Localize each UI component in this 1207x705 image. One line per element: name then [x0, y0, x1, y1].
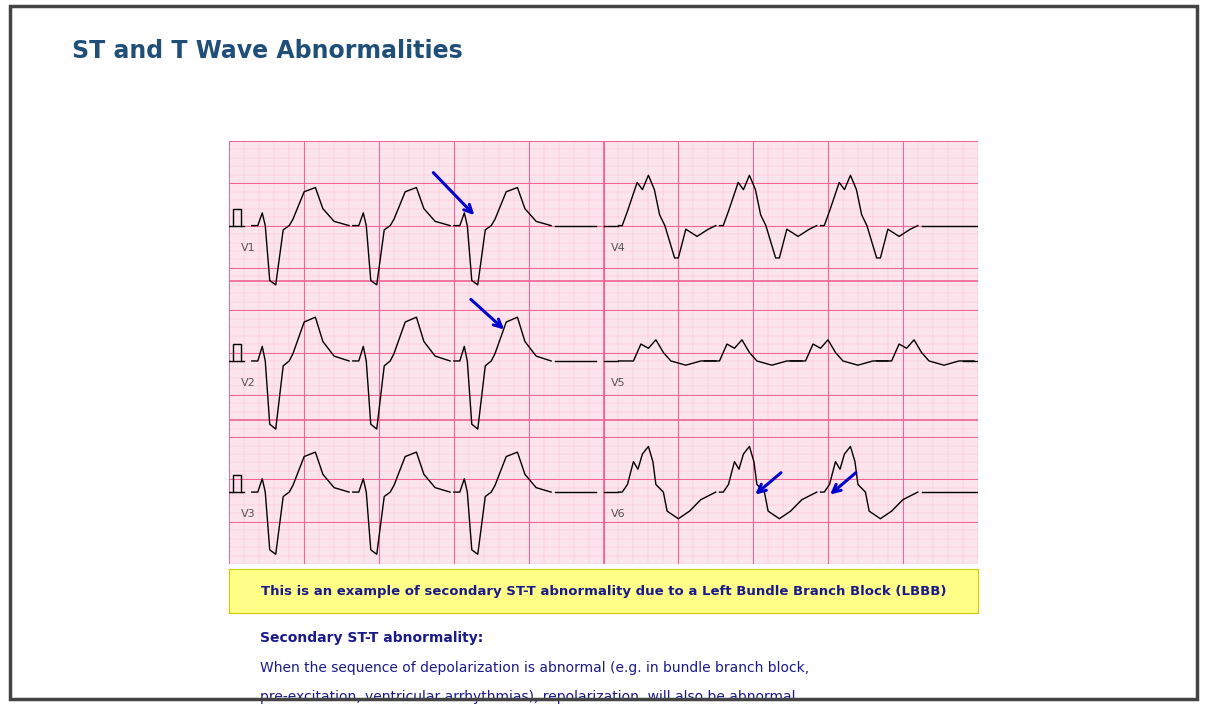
Text: This is an example of secondary ST-T abnormality due to a Left Bundle Branch Blo: This is an example of secondary ST-T abn… — [261, 584, 946, 598]
Text: pre-excitation, ventricular arrhythmias), repolarization  will also be abnormal: pre-excitation, ventricular arrhythmias)… — [260, 690, 795, 704]
Text: V1: V1 — [240, 243, 255, 253]
Text: When the sequence of depolarization is abnormal (e.g. in bundle branch block,: When the sequence of depolarization is a… — [260, 661, 809, 675]
Text: V3: V3 — [240, 510, 255, 520]
Text: Secondary ST-T abnormality:: Secondary ST-T abnormality: — [260, 631, 483, 645]
Text: ST and T Wave Abnormalities: ST and T Wave Abnormalities — [72, 39, 463, 63]
Text: V2: V2 — [240, 379, 256, 388]
Text: V4: V4 — [611, 243, 625, 253]
Text: V6: V6 — [611, 510, 625, 520]
Text: V5: V5 — [611, 379, 625, 388]
